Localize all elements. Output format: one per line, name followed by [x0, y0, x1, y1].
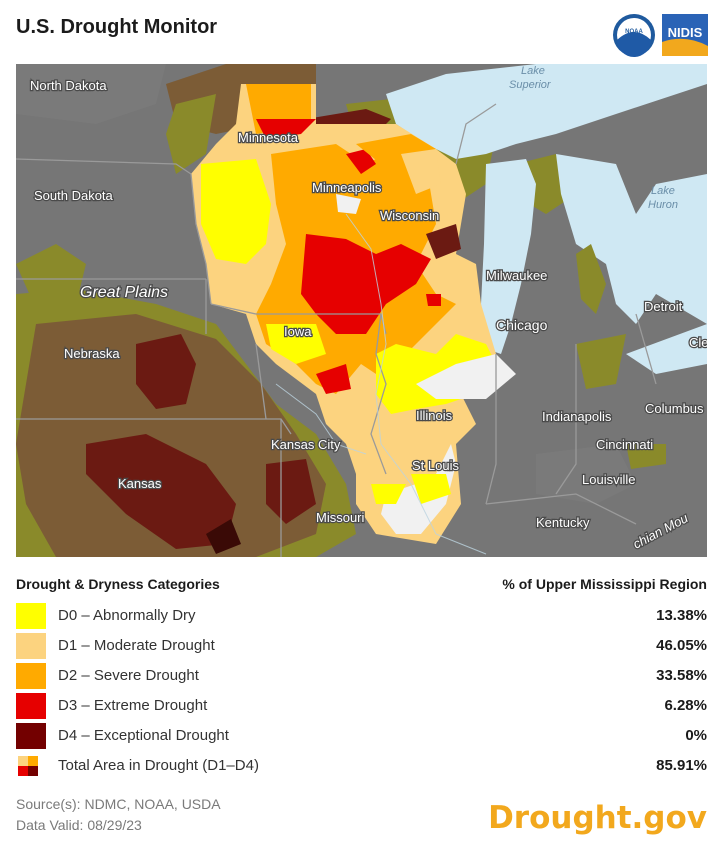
legend-label-d4: D4 – Exceptional Drought [58, 727, 229, 744]
label-louisville: Louisville [582, 472, 635, 487]
legend-heading: Drought & Dryness Categories [16, 576, 220, 592]
legend-swatch-d4 [16, 723, 46, 749]
label-columbus: Columbus [645, 401, 704, 416]
legend-percent-d3: 6.28% [664, 697, 707, 714]
legend-item-d1: D1 – Moderate Drought 46.05% [16, 633, 707, 659]
legend-percent-d4: 0% [685, 727, 707, 744]
legend-swatch-d2 [16, 663, 46, 689]
legend-item-d3: D3 – Extreme Drought 6.28% [16, 693, 707, 719]
drought-gov-link[interactable]: Drought.gov [488, 800, 707, 836]
legend-percent-d2: 33.58% [656, 667, 707, 684]
label-nebraska: Nebraska [64, 346, 120, 361]
label-lake-superior-1: Lake [521, 65, 545, 77]
label-st-louis: St Louis [412, 458, 459, 473]
label-minnesota: Minnesota [238, 130, 299, 145]
noaa-logo-text: NOAA [625, 29, 643, 35]
label-kansas-city: Kansas City [271, 437, 341, 452]
label-kansas: Kansas [118, 476, 162, 491]
legend-label-d1: D1 – Moderate Drought [58, 637, 215, 654]
legend-item-d0: D0 – Abnormally Dry 13.38% [16, 603, 707, 629]
page-title: U.S. Drought Monitor [16, 16, 218, 38]
label-north-dakota: North Dakota [30, 78, 107, 93]
label-detroit: Detroit [644, 299, 683, 314]
legend-item-d4: D4 – Exceptional Drought 0% [16, 723, 707, 749]
nidis-logo-text: NIDIS [668, 25, 703, 40]
label-cle: Cle [689, 335, 707, 350]
footer: Source(s): NDMC, NOAA, USDA Data Valid: … [16, 794, 221, 836]
legend-region-heading: % of Upper Mississippi Region [502, 576, 707, 592]
legend-label-d2: D2 – Severe Drought [58, 667, 199, 684]
label-wisconsin: Wisconsin [380, 208, 439, 223]
label-cincinnati: Cincinnati [596, 437, 653, 452]
label-great-plains: Great Plains [80, 284, 168, 301]
noaa-logo: NOAA [613, 14, 655, 57]
agency-logos: NOAA NIDIS [612, 12, 710, 58]
footer-valid-date: Data Valid: 08/29/23 [16, 817, 142, 833]
label-indianapolis: Indianapolis [542, 409, 612, 424]
label-iowa: Iowa [284, 324, 312, 339]
legend-label-d3: D3 – Extreme Drought [58, 697, 208, 714]
legend-percent-d0: 13.38% [656, 607, 707, 624]
legend-swatch-d3 [16, 693, 46, 719]
legend-swatch-d0 [16, 603, 46, 629]
label-lake-huron-1: Lake [651, 185, 675, 197]
legend-percent-total: 85.91% [656, 757, 707, 774]
label-chicago: Chicago [496, 317, 548, 333]
label-milwaukee: Milwaukee [486, 268, 547, 283]
legend-item-d2: D2 – Severe Drought 33.58% [16, 663, 707, 689]
nidis-logo: NIDIS [662, 14, 708, 56]
label-lake-superior-2: Superior [509, 79, 552, 91]
state-borders [16, 103, 657, 557]
label-kentucky: Kentucky [536, 515, 590, 530]
legend-header: Drought & Dryness Categories % of Upper … [16, 576, 707, 592]
label-missouri: Missouri [316, 510, 365, 525]
rivers [275, 213, 487, 555]
label-south-dakota: South Dakota [34, 188, 114, 203]
legend-item-total: Total Area in Drought (D1–D4) 85.91% [16, 753, 707, 779]
label-minneapolis: Minneapolis [312, 180, 382, 195]
legend-percent-d1: 46.05% [656, 637, 707, 654]
legend-swatch-total [18, 756, 38, 776]
label-lake-huron-2: Huron [648, 199, 678, 211]
great-lakes [386, 64, 707, 374]
drought-map: North Dakota South Dakota Minnesota Minn… [16, 64, 707, 557]
legend-label-total: Total Area in Drought (D1–D4) [58, 757, 259, 774]
legend-label-d0: D0 – Abnormally Dry [58, 607, 196, 624]
legend-swatch-d1 [16, 633, 46, 659]
footer-sources: Source(s): NDMC, NOAA, USDA [16, 796, 221, 812]
label-illinois: Illinois [416, 408, 453, 423]
